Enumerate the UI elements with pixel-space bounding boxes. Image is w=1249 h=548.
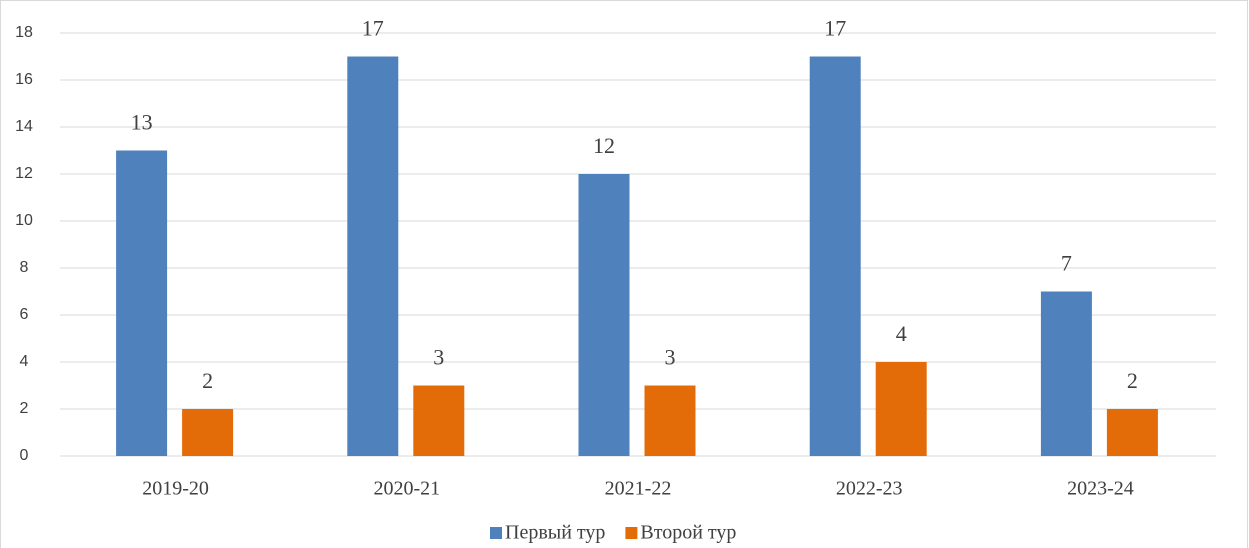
data-label: 13: [131, 110, 153, 135]
y-tick-label: 12: [15, 165, 33, 182]
data-label: 12: [593, 133, 615, 158]
x-tick-label: 2021-22: [605, 478, 672, 500]
bar: [578, 174, 630, 456]
data-label: 4: [896, 321, 907, 346]
y-tick-label: 0: [20, 447, 29, 464]
bar: [347, 56, 399, 456]
data-label: 2: [1127, 368, 1138, 393]
x-tick-label: 2023-24: [1067, 478, 1134, 500]
x-tick-label: 2022-23: [836, 478, 903, 500]
bar: [1106, 409, 1158, 456]
data-label: 3: [433, 345, 444, 370]
legend-label: Первый тур: [505, 522, 605, 544]
y-tick-label: 18: [15, 24, 33, 41]
data-label: 17: [824, 16, 846, 41]
x-tick-label: 2020-21: [373, 478, 440, 500]
y-tick-label: 2: [20, 400, 29, 417]
data-label: 2: [202, 368, 213, 393]
y-tick-label: 10: [15, 212, 33, 229]
x-tick-label: 2019-20: [142, 478, 209, 500]
y-tick-label: 8: [20, 259, 29, 276]
bar: [1040, 291, 1092, 456]
y-tick-label: 4: [20, 353, 29, 370]
legend-label: Второй тур: [640, 522, 736, 544]
bar: [413, 385, 465, 456]
legend-swatch: [625, 527, 638, 539]
bar: [644, 385, 696, 456]
bar: [116, 150, 168, 456]
bar: [809, 56, 861, 456]
y-tick-label: 16: [15, 71, 33, 88]
bar: [182, 409, 234, 456]
bar: [875, 362, 927, 456]
y-tick-label: 6: [20, 306, 29, 323]
legend-swatch: [490, 527, 502, 539]
data-label: 17: [362, 16, 384, 41]
data-label: 7: [1061, 251, 1072, 276]
data-label: 3: [665, 345, 676, 370]
y-tick-label: 14: [15, 118, 33, 135]
